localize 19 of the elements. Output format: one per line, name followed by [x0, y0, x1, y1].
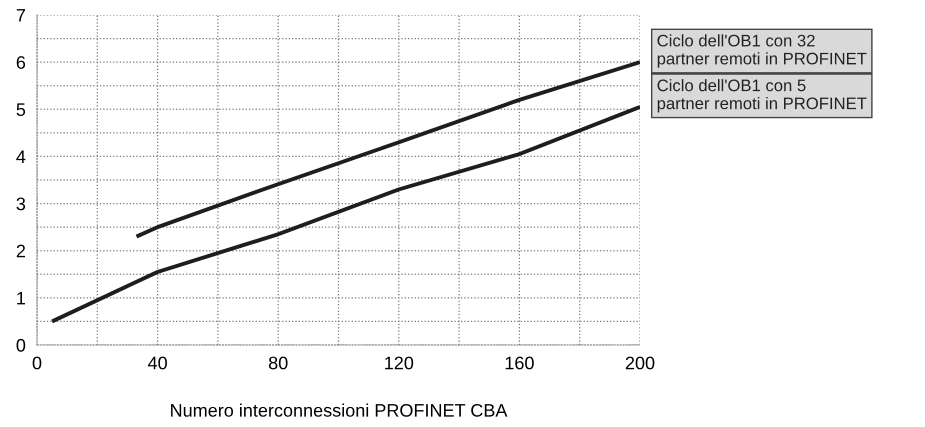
x-axis-title: Numero interconnessioni PROFINET CBA — [171, 404, 508, 417]
x-tick-label: 80 — [268, 356, 288, 370]
x-tick-label: 0 — [32, 356, 42, 370]
x-tick-label: 40 — [148, 356, 167, 370]
y-tick-label: 2 — [16, 244, 25, 258]
y-tick-label: 0 — [16, 338, 26, 352]
series-label: Ciclo dell'OB1 con 32 partner remoti in PROFINET — [658, 34, 867, 68]
line-series — [50, 104, 640, 324]
series-label: Ciclo dell'OB1 con 5 partner remoti in PROFINET — [658, 79, 867, 113]
x-tick-label: 120 — [385, 356, 414, 370]
y-tick-label: 5 — [16, 103, 26, 116]
x-tick-label: 160 — [506, 356, 534, 370]
y-tick-label: 4 — [16, 150, 26, 163]
y-tick-label: 6 — [16, 56, 26, 69]
line-series — [134, 60, 640, 239]
y-tick-label: 7 — [16, 9, 25, 22]
y-tick-label: 1 — [17, 292, 26, 304]
y-tick-label: 3 — [16, 198, 26, 210]
x-tick-label: 200 — [626, 356, 654, 370]
